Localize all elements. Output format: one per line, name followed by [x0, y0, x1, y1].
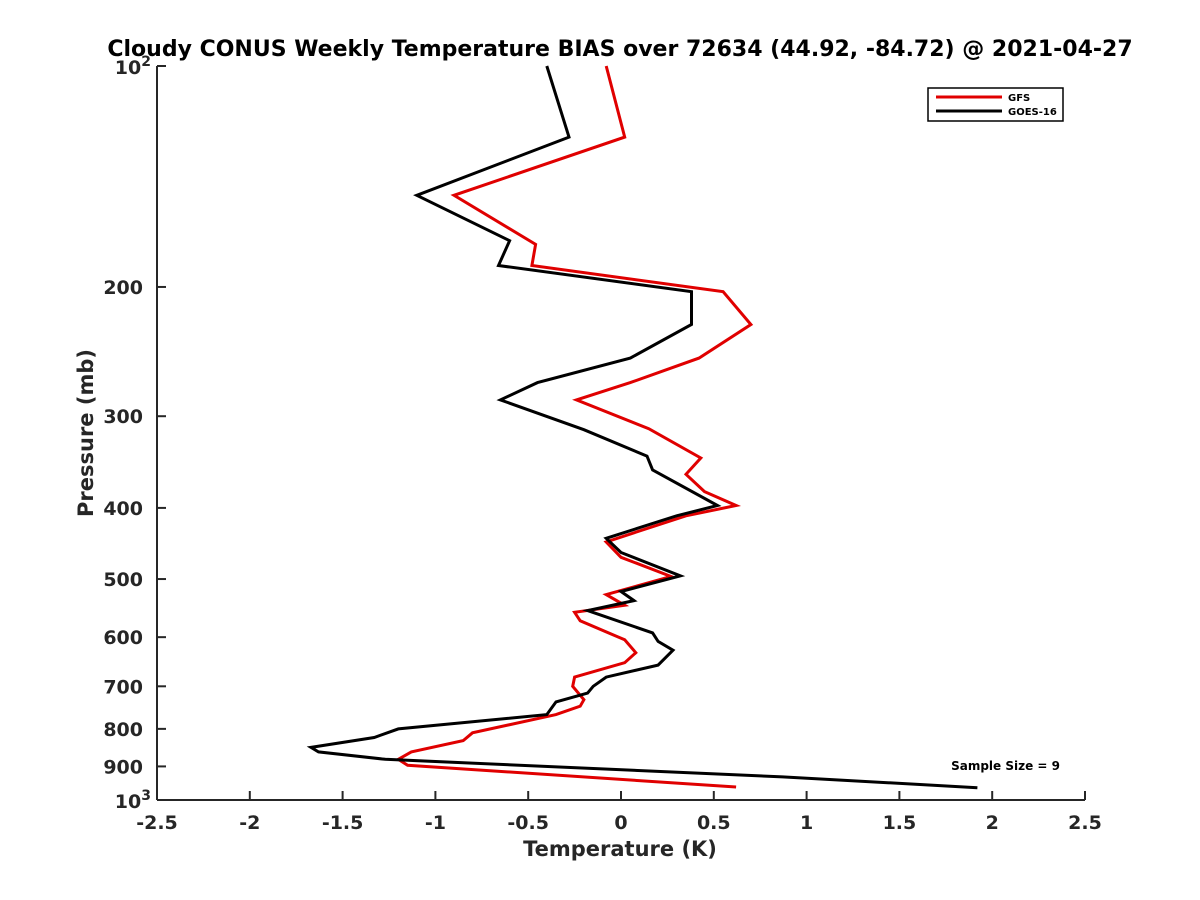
axes: -2.5 -2 -1.5 -1 -0.5 0 0.5 1 1.5 2 2.5 200 300 400 500…: [103, 54, 1102, 834]
y-tick-label: 200: [103, 277, 143, 299]
y-tick-label: 103: [115, 788, 151, 813]
x-tick-label: -1: [425, 812, 446, 834]
y-tick-label: 900: [103, 756, 143, 778]
y-tick-label: 400: [103, 498, 143, 520]
x-tick-label: -2.5: [136, 812, 178, 834]
x-tick-label: 1: [800, 812, 813, 834]
chart-title: Cloudy CONUS Weekly Temperature BIAS ove…: [107, 37, 1132, 62]
x-tick-label: 0: [614, 812, 627, 834]
x-tick-label: 2.5: [1068, 812, 1102, 834]
series-line-goes-16: [306, 65, 978, 790]
y-tick-label: 800: [103, 719, 143, 741]
x-tick-label: -1.5: [322, 812, 364, 834]
y-tick-label: 700: [103, 676, 143, 698]
x-tick-label: -2: [239, 812, 260, 834]
legend: GFS GOES-16: [927, 87, 1064, 122]
x-tick-label: 1.5: [883, 812, 917, 834]
legend-label-gfs: GFS: [1008, 93, 1030, 104]
plot-lines: [306, 65, 978, 790]
y-tick-label: 500: [103, 569, 143, 591]
legend-box: [927, 87, 1064, 122]
sample-size-annotation: Sample Size = 9: [951, 759, 1060, 773]
x-tick-label: 0.5: [697, 812, 731, 834]
y-tick-label: 102: [115, 54, 151, 79]
x-tick-label: -0.5: [507, 812, 549, 834]
x-axis-label: Temperature (K): [523, 837, 717, 861]
x-tick-label: 2: [986, 812, 999, 834]
series-line-gfs: [395, 65, 754, 789]
y-axis-label: Pressure (mb): [74, 349, 98, 517]
y-tick-label: 300: [103, 406, 143, 428]
y-tick-label: 600: [103, 627, 143, 649]
legend-label-goes-16: GOES-16: [1008, 107, 1057, 118]
